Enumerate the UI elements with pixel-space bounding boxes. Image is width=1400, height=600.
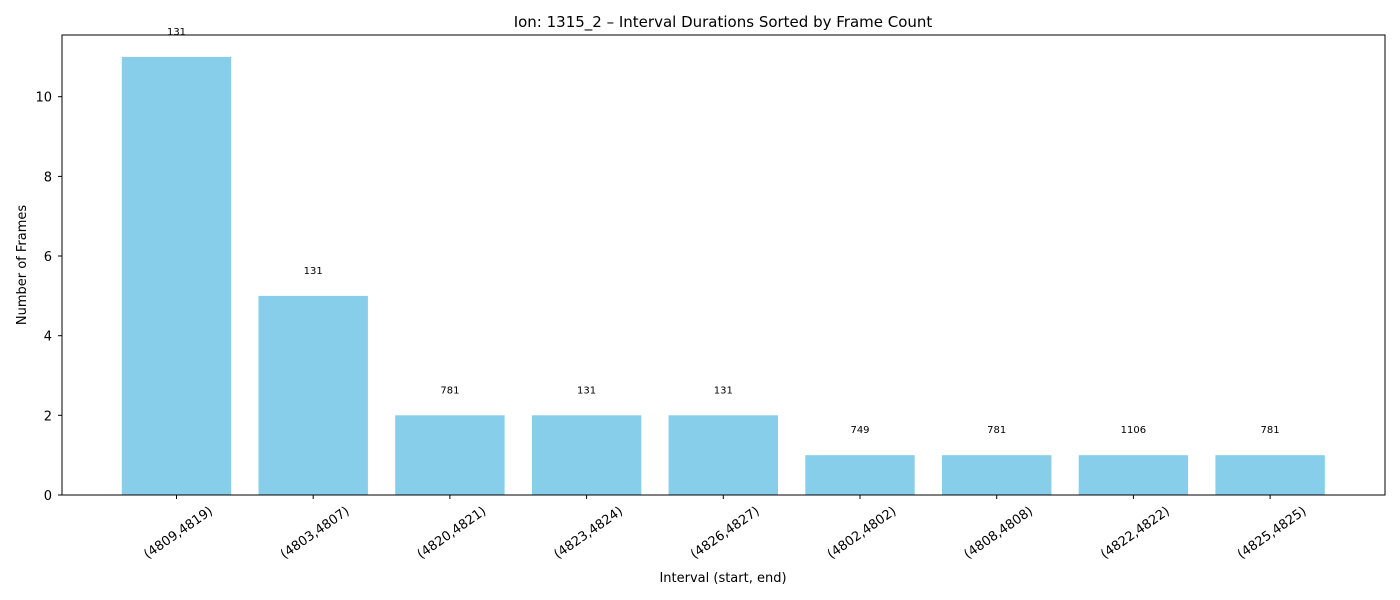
- y-tick-label-1: 2: [44, 409, 52, 424]
- x-axis: (4809,4819) (4803,4807) (4820,4821) (4823,4…: [141, 495, 1309, 562]
- bar-2: [395, 415, 505, 495]
- plot-frame: [61, 34, 1386, 496]
- bar-value-label-3: 131: [577, 385, 596, 396]
- bar-value-label-0: 131: [167, 27, 186, 38]
- x-tick-label-4: (4826,4827): [688, 504, 763, 562]
- bar-3: [531, 415, 642, 495]
- bar-1: [258, 295, 368, 495]
- bar-8: [1215, 455, 1325, 495]
- bar-7: [1078, 455, 1189, 495]
- bar-value-label-6: 781: [987, 425, 1006, 436]
- bar-labels-layer: 131 131 781 131 131 749 781 1106 781: [167, 27, 1280, 436]
- bar-value-label-8: 781: [1261, 425, 1280, 436]
- x-tick-label-3: (4823,4824): [551, 504, 626, 562]
- y-tick-label-5: 10: [35, 91, 52, 106]
- bar-value-label-7: 1106: [1121, 425, 1146, 436]
- y-axis: 0 2 4 6 8 10: [35, 91, 62, 504]
- bar-value-label-4: 131: [714, 385, 733, 396]
- y-tick-label-3: 6: [44, 250, 52, 265]
- bar-5: [805, 455, 915, 495]
- bar-0: [121, 56, 232, 496]
- x-tick-label-6: (4808,4808): [961, 504, 1036, 562]
- x-tick-label-0: (4809,4819): [141, 504, 216, 562]
- x-tick-label-2: (4820,4821): [415, 504, 490, 562]
- y-axis-title: Number of Frames: [15, 205, 30, 326]
- x-axis-title: Interval (start, end): [659, 571, 786, 586]
- y-tick-label-4: 8: [44, 170, 52, 185]
- bar-value-label-5: 749: [850, 425, 869, 436]
- x-tick-label-5: (4802,4802): [825, 504, 900, 562]
- bars-layer: [121, 56, 1325, 496]
- bar-6: [942, 455, 1052, 495]
- y-tick-label-2: 4: [44, 330, 52, 345]
- x-tick-label-7: (4822,4822): [1098, 504, 1173, 562]
- bar-value-label-1: 131: [304, 266, 323, 277]
- bar-4: [668, 415, 778, 495]
- x-tick-label-8: (4825,4825): [1235, 504, 1310, 562]
- x-tick-label-1: (4803,4807): [278, 504, 353, 562]
- y-tick-label-0: 0: [44, 489, 52, 504]
- bar-value-label-2: 781: [440, 385, 459, 396]
- chart-title: Ion: 1315_2 – Interval Durations Sorted …: [514, 13, 933, 32]
